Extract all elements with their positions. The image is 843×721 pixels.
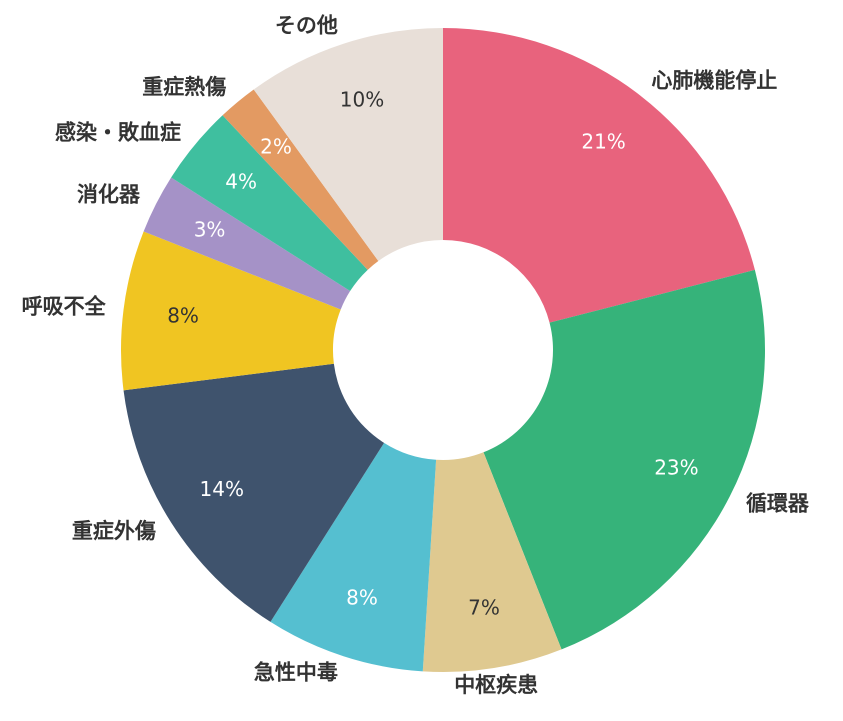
category-label: 消化器 [77,183,141,207]
value-label: 2% [260,135,292,159]
category-label: 急性中毒 [254,660,338,684]
category-label: 感染・敗血症 [55,120,181,144]
slice [253,28,443,262]
value-label: 3% [194,218,226,242]
value-label: 21% [581,129,625,153]
slice [171,115,368,292]
category-label: 中枢疾患 [454,673,538,697]
value-label: 14% [200,477,244,501]
value-label: 8% [346,586,378,610]
value-label: 23% [654,455,698,479]
category-label: 重症熱傷 [142,75,226,99]
slice [143,177,351,310]
slice [483,269,765,650]
slice [422,452,562,672]
category-label: 循環器 [746,491,810,515]
slice [222,89,379,270]
value-label: 10% [340,87,384,111]
category-label: 呼吸不全 [22,294,107,318]
slice [443,28,755,323]
slice [120,231,341,391]
category-label: その他 [275,14,338,38]
slice [123,363,385,622]
category-label: 重症外傷 [72,519,156,543]
category-label: 心肺機能停止 [651,68,777,92]
value-label: 7% [468,595,500,619]
value-label: 4% [225,169,257,193]
value-label: 8% [167,304,199,328]
slice [270,442,437,672]
